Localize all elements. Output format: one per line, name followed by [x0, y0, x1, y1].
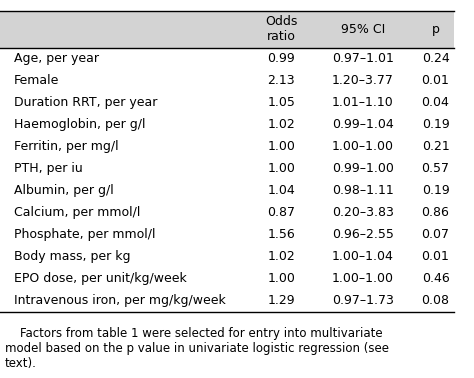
Text: 1.00–1.00: 1.00–1.00 [332, 140, 394, 153]
Text: 2.13: 2.13 [267, 74, 295, 87]
Text: 0.98–1.11: 0.98–1.11 [332, 184, 394, 197]
Text: 1.56: 1.56 [267, 228, 295, 242]
Text: Intravenous iron, per mg/kg/week: Intravenous iron, per mg/kg/week [14, 294, 225, 307]
Text: 1.00: 1.00 [267, 140, 295, 153]
Text: PTH, per iu: PTH, per iu [14, 162, 82, 175]
Text: EPO dose, per unit/kg/week: EPO dose, per unit/kg/week [14, 273, 186, 285]
Text: 0.01: 0.01 [421, 74, 449, 87]
Text: Albumin, per g/l: Albumin, per g/l [14, 184, 113, 197]
Text: 1.05: 1.05 [267, 96, 295, 109]
Text: 1.00: 1.00 [267, 273, 295, 285]
Text: 1.04: 1.04 [267, 184, 295, 197]
Text: 0.97–1.01: 0.97–1.01 [332, 52, 394, 65]
Text: Ferritin, per mg/l: Ferritin, per mg/l [14, 140, 118, 153]
Text: Haemoglobin, per g/l: Haemoglobin, per g/l [14, 118, 145, 131]
Text: 0.99–1.04: 0.99–1.04 [332, 118, 394, 131]
Text: 1.00–1.00: 1.00–1.00 [332, 273, 394, 285]
Bar [0, 11, 454, 48]
Text: 1.01–1.10: 1.01–1.10 [332, 96, 394, 109]
Text: 1.20–3.77: 1.20–3.77 [332, 74, 394, 87]
Text: Phosphate, per mmol/l: Phosphate, per mmol/l [14, 228, 155, 242]
Text: 0.24: 0.24 [422, 52, 449, 65]
Text: 0.04: 0.04 [421, 96, 449, 109]
Text: Age, per year: Age, per year [14, 52, 99, 65]
Text: p: p [432, 23, 439, 36]
Text: 0.01: 0.01 [421, 250, 449, 263]
Text: 0.07: 0.07 [421, 228, 449, 242]
Text: 1.00–1.04: 1.00–1.04 [332, 250, 394, 263]
Text: 95% CI: 95% CI [341, 23, 385, 36]
Text: Body mass, per kg: Body mass, per kg [14, 250, 130, 263]
Text: 0.86: 0.86 [421, 206, 449, 219]
Text: 0.99–1.00: 0.99–1.00 [332, 162, 394, 175]
Text: 0.87: 0.87 [267, 206, 295, 219]
Text: Calcium, per mmol/l: Calcium, per mmol/l [14, 206, 140, 219]
Text: 0.96–2.55: 0.96–2.55 [332, 228, 394, 242]
Text: 0.99: 0.99 [267, 52, 295, 65]
Text: 0.19: 0.19 [422, 184, 449, 197]
Text: 0.19: 0.19 [422, 118, 449, 131]
Text: Factors from table 1 were selected for entry into multivariate
model based on th: Factors from table 1 were selected for e… [5, 327, 389, 370]
Text: 0.46: 0.46 [422, 273, 449, 285]
Text: 1.29: 1.29 [267, 294, 295, 307]
Text: 1.02: 1.02 [267, 118, 295, 131]
Text: 0.21: 0.21 [422, 140, 449, 153]
Text: Duration RRT, per year: Duration RRT, per year [14, 96, 157, 109]
Text: 0.57: 0.57 [421, 162, 449, 175]
Text: 0.08: 0.08 [421, 294, 449, 307]
Text: 0.97–1.73: 0.97–1.73 [332, 294, 394, 307]
Text: Odds
ratio: Odds ratio [265, 15, 298, 43]
Text: 0.20–3.83: 0.20–3.83 [332, 206, 394, 219]
Text: 1.00: 1.00 [267, 162, 295, 175]
Text: Female: Female [14, 74, 59, 87]
Text: 1.02: 1.02 [267, 250, 295, 263]
